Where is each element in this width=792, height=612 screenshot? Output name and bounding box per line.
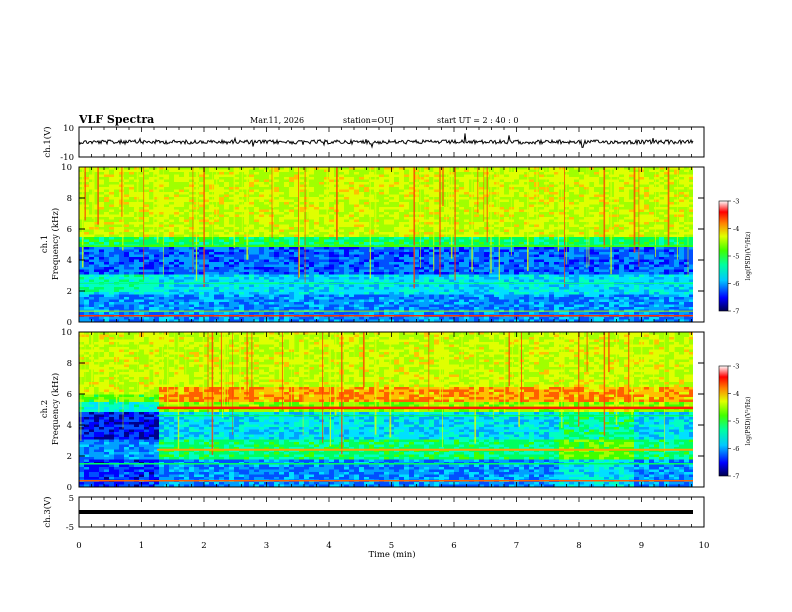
ch1-waveform-trace xyxy=(78,133,694,149)
figure-title: VLF Spectra xyxy=(78,113,154,126)
ch1-colorbar-ticks: -3 -4 -5 -6 -7 xyxy=(728,198,739,316)
time-axis-ticks xyxy=(78,127,705,527)
ch1-colorbar-label: log(PSD)(V²/Hz) xyxy=(745,232,752,281)
yt2-label-1: 2 xyxy=(67,452,72,462)
cb2-label-3: -6 xyxy=(733,445,739,453)
ch2-spectrogram-ylabel-channel: ch.2 xyxy=(40,400,50,418)
yt1-label-0: 0 xyxy=(67,318,72,328)
time-tick-label-9: 9 xyxy=(639,541,644,551)
yt2-label-5: 10 xyxy=(61,328,72,338)
yt1-label-1: 2 xyxy=(67,287,72,297)
ch1-freq-ticks: 0 2 4 6 8 10 xyxy=(61,163,704,328)
cb2-label-4: -7 xyxy=(733,473,739,481)
yt1-label-5: 10 xyxy=(61,163,72,173)
ch3-ytick-top: 5 xyxy=(69,494,74,504)
ch2-colorbar xyxy=(718,365,729,477)
ch2-freq-ticks: 0 2 4 6 8 10 xyxy=(61,328,704,493)
time-tick-label-1: 1 xyxy=(139,541,144,551)
ch1-spectrogram-ylabel-channel: ch.1 xyxy=(40,235,50,253)
time-tick-label-8: 8 xyxy=(576,541,581,551)
ch2-spectrogram-image xyxy=(79,332,704,487)
ch1-ytick-bottom: -10 xyxy=(60,153,74,163)
cb2-label-0: -3 xyxy=(733,363,739,371)
time-tick-label-0: 0 xyxy=(76,541,81,551)
ch3-waveform-ylabel: ch.3(V) xyxy=(42,496,53,527)
station-label: station=OUJ xyxy=(343,116,394,125)
ch2-spectrogram-ylabel-freq: Frequency (kHz) xyxy=(50,373,61,445)
yt1-label-3: 6 xyxy=(67,225,72,235)
time-axis-tick-labels: 0 1 2 3 4 5 6 7 8 9 10 xyxy=(76,541,709,551)
ch2-colorbar-label: log(PSD)(V²/Hz) xyxy=(745,397,752,446)
ch1-spectrogram-image xyxy=(79,167,704,322)
time-tick-label-5: 5 xyxy=(389,541,394,551)
time-tick-label-10: 10 xyxy=(699,541,710,551)
ch2-colorbar-ticks: -3 -4 -5 -6 -7 xyxy=(728,363,739,481)
yt1-label-2: 4 xyxy=(67,256,72,266)
time-tick-label-7: 7 xyxy=(514,541,519,551)
yt1-label-4: 8 xyxy=(67,194,72,204)
time-tick-label-6: 6 xyxy=(451,541,456,551)
date-label: Mar.11, 2026 xyxy=(250,116,304,125)
cb2-label-1: -4 xyxy=(733,390,739,398)
ch1-ytick-top: 10 xyxy=(63,124,74,134)
ch1-colorbar xyxy=(718,200,729,312)
cb1-label-4: -7 xyxy=(733,308,739,316)
yt2-label-0: 0 xyxy=(67,483,72,493)
ch1-waveform-line xyxy=(78,133,694,149)
time-tick-label-4: 4 xyxy=(326,541,331,551)
ch3-ytick-bottom: -5 xyxy=(66,523,74,533)
time-tick-label-2: 2 xyxy=(201,541,206,551)
cb1-label-1: -4 xyxy=(733,225,739,233)
cb1-label-2: -5 xyxy=(733,253,739,261)
yt2-label-4: 8 xyxy=(67,359,72,369)
yt2-label-3: 6 xyxy=(67,390,72,400)
time-axis-label: Time (min) xyxy=(368,549,415,560)
ch1-waveform-ylabel: ch.1(V) xyxy=(42,126,53,157)
cb1-label-3: -6 xyxy=(733,280,739,288)
yt2-label-2: 4 xyxy=(67,421,72,431)
time-tick-label-3: 3 xyxy=(264,541,269,551)
cb2-label-2: -5 xyxy=(733,418,739,426)
cb1-label-0: -3 xyxy=(733,198,739,206)
start-time-label: start UT = 2 : 40 : 0 xyxy=(437,116,518,125)
ch1-spectrogram-ylabel-freq: Frequency (kHz) xyxy=(50,208,61,280)
